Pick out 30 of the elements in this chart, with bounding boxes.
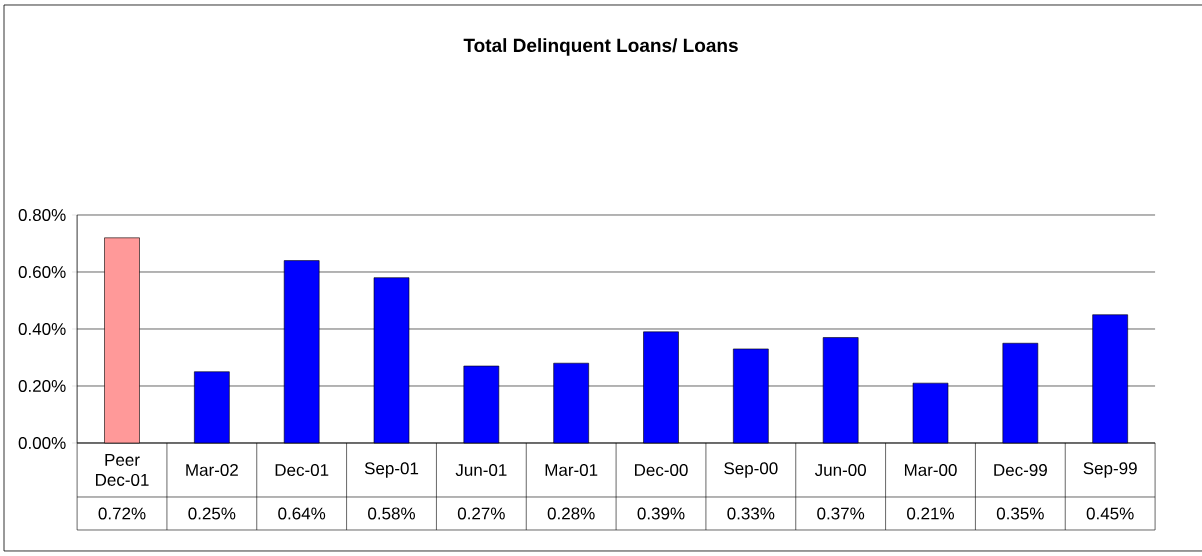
x-tick-label: Jun-01 [455, 463, 507, 477]
y-tick-label: 0.40% [18, 322, 66, 336]
x-tick-label: Mar-02 [186, 463, 238, 477]
data-label: 0.37% [817, 507, 865, 520]
chart-title: Total Delinquent Loans/ Loans [463, 38, 738, 56]
x-tick-label: Mar-01 [545, 463, 598, 477]
data-label: 0.64% [278, 507, 326, 520]
x-tick-label: Sep-01 [364, 462, 419, 478]
data-label: 0.33% [727, 507, 775, 520]
y-tick-label: 0.80% [18, 208, 66, 222]
y-tick-label: 0.60% [18, 265, 66, 279]
data-label: 0.28% [547, 507, 595, 520]
data-label: 0.45% [1086, 507, 1134, 520]
data-label: 0.39% [637, 507, 685, 520]
data-label: 0.58% [368, 507, 415, 520]
data-label: 0.21% [907, 507, 954, 520]
y-tick-label: 0.00% [18, 436, 66, 450]
y-tick-label: 0.20% [18, 379, 66, 393]
x-tick-label: Dec-00 [635, 463, 688, 477]
x-tick-label: Sep-99 [1083, 462, 1137, 478]
x-tick-label: Peer Dec-01 [96, 454, 149, 486]
x-tick-label: Sep-00 [724, 462, 778, 478]
data-label: 0.27% [457, 507, 505, 520]
x-tick-label: Mar-00 [904, 463, 957, 477]
x-tick-label: Jun-00 [814, 463, 866, 477]
x-tick-label: Dec-99 [994, 463, 1047, 477]
data-label: 0.72% [98, 507, 146, 520]
data-label: 0.25% [188, 507, 236, 520]
data-label: 0.35% [996, 507, 1044, 520]
x-tick-label: Dec-01 [275, 463, 329, 477]
